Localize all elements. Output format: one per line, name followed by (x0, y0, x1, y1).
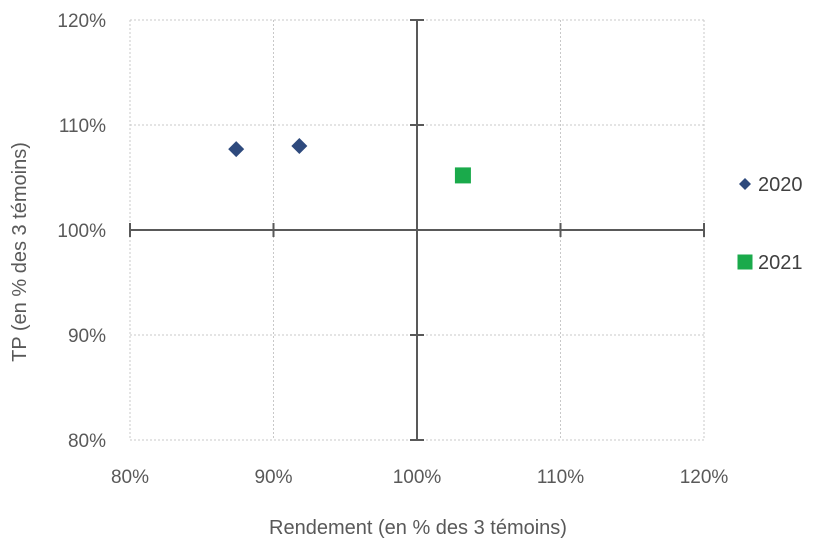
y-axis-title: TP (en % des 3 témoins) (9, 142, 31, 362)
x-tick-label: 80% (111, 467, 149, 488)
x-tick-label: 90% (254, 467, 292, 488)
y-tick-label: 100% (57, 221, 106, 242)
x-tick-label: 120% (680, 467, 729, 488)
legend: 2020 2021 (737, 174, 803, 274)
x-tick-label: 110% (537, 467, 584, 488)
y-tick-labels: 80% 90% 100% 110% 120% (57, 11, 106, 452)
legend-item-2020: 2020 (739, 174, 803, 196)
y-tick-label: 80% (68, 431, 106, 452)
legend-label: 2021 (758, 252, 803, 274)
data-point-2021-0 (454, 167, 471, 184)
y-tick-label: 120% (57, 11, 106, 32)
data-points (228, 138, 471, 184)
data-point-2020-0 (228, 141, 245, 158)
legend-marker-2021 (737, 254, 753, 270)
crosshair-axes (129, 19, 705, 441)
x-tick-label: 100% (393, 467, 442, 488)
legend-item-2021: 2021 (737, 252, 803, 274)
data-point-2020-1 (291, 138, 308, 154)
legend-marker-2020 (739, 178, 751, 190)
y-tick-label: 110% (59, 116, 106, 137)
legend-label: 2020 (758, 174, 803, 196)
y-tick-label: 90% (68, 326, 106, 347)
x-tick-labels: 80% 90% 100% 110% 120% (111, 467, 728, 488)
x-axis-title: Rendement (en % des 3 témoins) (269, 517, 567, 539)
